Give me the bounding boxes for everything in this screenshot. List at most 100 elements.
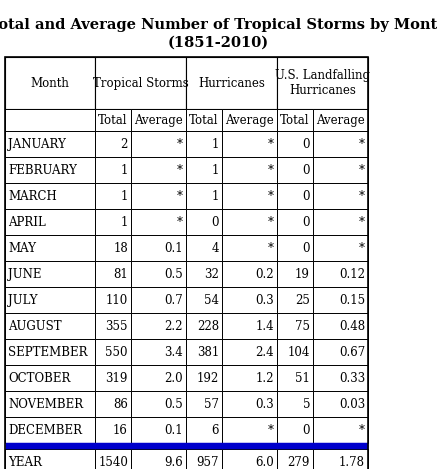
Bar — [277, 235, 313, 261]
Text: 0.2: 0.2 — [255, 267, 274, 280]
Text: 19: 19 — [295, 267, 310, 280]
Bar — [95, 235, 131, 261]
Bar — [313, 339, 368, 365]
Text: 57: 57 — [204, 398, 219, 410]
Bar — [131, 209, 186, 235]
Text: 2.0: 2.0 — [164, 371, 183, 385]
Text: *: * — [268, 424, 274, 437]
Text: (1851-2010): (1851-2010) — [168, 36, 269, 50]
Bar — [186, 313, 222, 339]
Text: 0.5: 0.5 — [164, 267, 183, 280]
Text: *: * — [268, 189, 274, 203]
Text: 54: 54 — [204, 294, 219, 307]
Text: APRIL: APRIL — [8, 215, 46, 228]
Bar — [222, 157, 277, 183]
Text: 4: 4 — [212, 242, 219, 255]
Text: 0.12: 0.12 — [339, 267, 365, 280]
Bar — [5, 287, 95, 313]
Bar — [131, 449, 186, 469]
Bar — [131, 131, 186, 157]
Bar — [5, 339, 95, 365]
Bar — [131, 365, 186, 391]
Bar — [5, 209, 95, 235]
Text: *: * — [177, 137, 183, 151]
Text: U.S. Landfalling
Hurricanes: U.S. Landfalling Hurricanes — [275, 69, 370, 97]
Text: JANUARY: JANUARY — [8, 137, 66, 151]
Text: MAY: MAY — [8, 242, 36, 255]
Bar — [277, 209, 313, 235]
Bar — [5, 235, 95, 261]
Bar — [95, 131, 131, 157]
Bar — [131, 261, 186, 287]
Text: 86: 86 — [113, 398, 128, 410]
Text: JULY: JULY — [8, 294, 38, 307]
Bar — [186, 261, 222, 287]
Text: 2.4: 2.4 — [255, 346, 274, 358]
Text: *: * — [268, 215, 274, 228]
Text: *: * — [359, 242, 365, 255]
Bar — [277, 131, 313, 157]
Text: AUGUST: AUGUST — [8, 319, 62, 333]
Text: Average: Average — [316, 113, 365, 127]
Text: 18: 18 — [113, 242, 128, 255]
Text: 1.2: 1.2 — [256, 371, 274, 385]
Bar — [131, 157, 186, 183]
Bar — [5, 391, 95, 417]
Bar — [277, 365, 313, 391]
Text: 192: 192 — [197, 371, 219, 385]
Text: 1: 1 — [121, 164, 128, 176]
Text: 0: 0 — [302, 424, 310, 437]
Text: 0.7: 0.7 — [164, 294, 183, 307]
Bar — [222, 339, 277, 365]
Bar — [5, 109, 95, 131]
Text: 550: 550 — [105, 346, 128, 358]
Bar — [5, 157, 95, 183]
Bar — [95, 287, 131, 313]
Text: FEBRUARY: FEBRUARY — [8, 164, 77, 176]
Bar — [313, 261, 368, 287]
Text: 0.33: 0.33 — [339, 371, 365, 385]
Bar — [5, 313, 95, 339]
Bar — [313, 313, 368, 339]
Text: 1: 1 — [121, 189, 128, 203]
Text: JUNE: JUNE — [8, 267, 42, 280]
Text: 6.0: 6.0 — [255, 455, 274, 469]
Bar — [131, 339, 186, 365]
Bar — [186, 365, 222, 391]
Bar — [131, 235, 186, 261]
Bar — [222, 313, 277, 339]
Bar — [186, 183, 222, 209]
Bar — [222, 287, 277, 313]
Text: 1540: 1540 — [98, 455, 128, 469]
Text: *: * — [268, 164, 274, 176]
Text: OCTOBER: OCTOBER — [8, 371, 70, 385]
Text: 75: 75 — [295, 319, 310, 333]
Bar — [5, 365, 95, 391]
Text: *: * — [268, 137, 274, 151]
Text: 0.3: 0.3 — [255, 294, 274, 307]
Bar — [277, 391, 313, 417]
Bar — [277, 449, 313, 469]
Bar — [95, 57, 186, 109]
Bar — [5, 57, 95, 109]
Bar — [222, 365, 277, 391]
Bar — [313, 109, 368, 131]
Bar — [222, 131, 277, 157]
Bar — [95, 365, 131, 391]
Text: 0: 0 — [302, 189, 310, 203]
Text: *: * — [359, 424, 365, 437]
Bar — [313, 287, 368, 313]
Text: 0: 0 — [302, 215, 310, 228]
Bar — [186, 209, 222, 235]
Bar — [131, 417, 186, 443]
Text: 16: 16 — [113, 424, 128, 437]
Text: YEAR: YEAR — [8, 455, 42, 469]
Bar — [95, 209, 131, 235]
Text: MARCH: MARCH — [8, 189, 57, 203]
Bar — [131, 391, 186, 417]
Text: *: * — [359, 164, 365, 176]
Text: 0: 0 — [212, 215, 219, 228]
Bar — [131, 313, 186, 339]
Bar — [5, 183, 95, 209]
Bar — [277, 339, 313, 365]
